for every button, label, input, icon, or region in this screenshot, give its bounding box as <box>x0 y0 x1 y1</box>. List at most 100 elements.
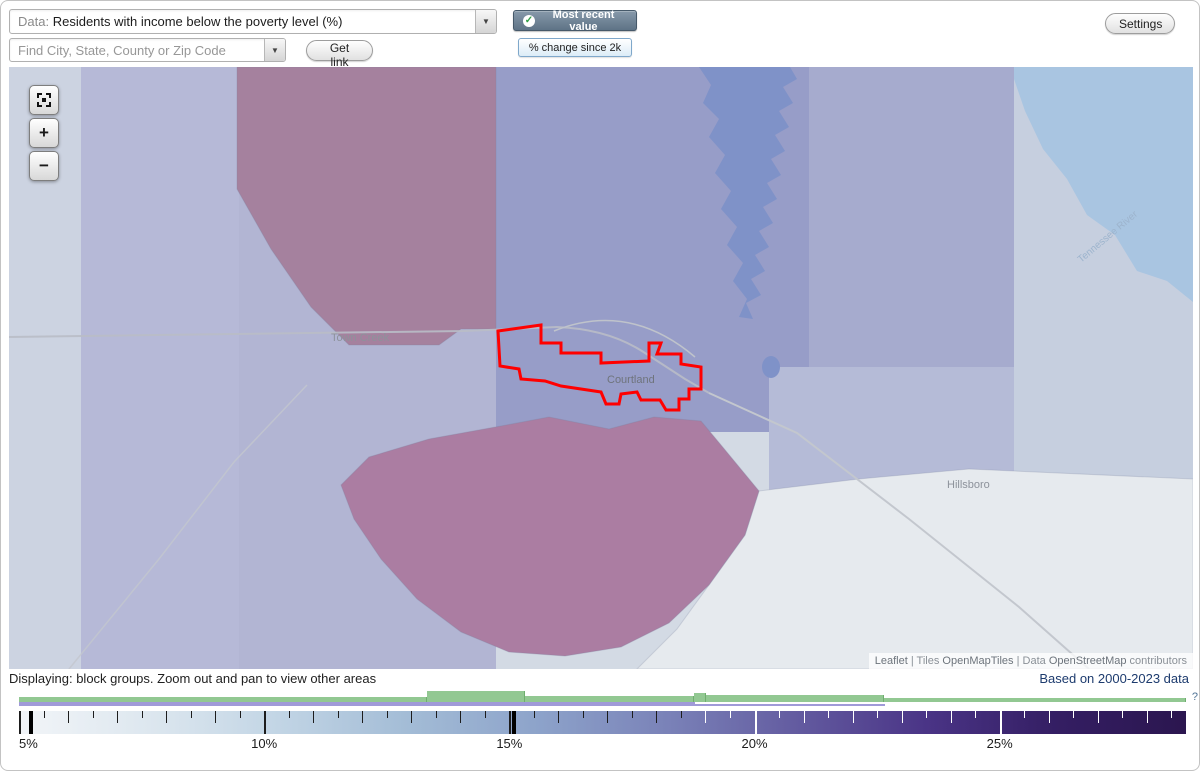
legend-tick <box>950 711 952 723</box>
legend-tick <box>68 711 70 723</box>
legend-tick <box>901 711 903 723</box>
legend-tick <box>729 711 731 718</box>
openmaptiles-link[interactable]: OpenMapTiles <box>942 655 1014 667</box>
legend-tick <box>680 711 682 718</box>
legend-tick <box>1073 711 1075 718</box>
histogram-bar <box>884 698 1186 702</box>
fit-bounds-button[interactable] <box>29 85 59 115</box>
legend-tick <box>607 711 609 723</box>
legend-tick <box>313 711 315 723</box>
attribution-suffix: contributors <box>1126 655 1187 667</box>
legend-tick <box>779 711 781 718</box>
histogram-bar <box>525 696 694 702</box>
legend-tick <box>1097 711 1099 723</box>
value-distribution-strip: ? <box>19 690 1198 706</box>
place-label-town-creek: Town Creek <box>331 332 390 344</box>
legend-tick <box>264 711 267 734</box>
map-region[interactable] <box>809 67 1014 367</box>
legend-tick <box>558 711 560 723</box>
dropdown-arrow-icon[interactable]: ▼ <box>475 10 496 33</box>
road-line <box>553 319 696 358</box>
legend-tick <box>288 711 290 718</box>
legend-tick <box>141 711 143 718</box>
legend-label: 5% <box>19 736 38 751</box>
map-attribution: Leaflet | Tiles OpenMapTiles | Data Open… <box>868 653 1193 669</box>
get-link-button[interactable]: Get link <box>306 40 373 69</box>
legend-tick <box>460 711 462 723</box>
legend-tick <box>117 711 119 723</box>
legend-tick <box>92 711 94 718</box>
legend-tick <box>926 711 928 718</box>
zoom-out-button[interactable]: − <box>29 151 59 181</box>
legend-tick <box>190 711 192 718</box>
legend-tick <box>852 711 854 723</box>
legend-tick <box>877 711 879 718</box>
legend-tick <box>509 711 512 734</box>
pond-water <box>762 356 780 378</box>
data-selector-text: Data: Residents with income below the po… <box>10 14 475 29</box>
map-controls: + − <box>29 85 59 184</box>
legend-tick <box>435 711 437 718</box>
zoom-in-button[interactable]: + <box>29 118 59 148</box>
attribution-separator: | Tiles <box>907 655 943 667</box>
histogram-bar <box>706 695 884 702</box>
tennessee-river-water <box>1014 67 1193 302</box>
legend-tick <box>411 711 413 723</box>
openstreetmap-link[interactable]: OpenStreetMap <box>1048 655 1127 667</box>
search-placeholder: Find City, State, County or Zip Code <box>18 42 226 58</box>
legend-tick <box>19 711 21 734</box>
legend-tick <box>362 711 364 723</box>
legend-tick <box>1024 711 1026 718</box>
map-region-rose-south[interactable] <box>340 416 760 657</box>
map-canvas[interactable]: Town Creek Courtland Hillsboro Tennessee… <box>9 67 1193 669</box>
legend-tick <box>1146 711 1148 723</box>
histogram-bar <box>19 697 427 702</box>
map-region[interactable] <box>81 67 239 669</box>
help-link[interactable]: ? <box>1191 691 1198 703</box>
legend-label: 25% <box>986 736 1013 751</box>
choropleth-map: Town Creek Courtland Hillsboro Tennessee… <box>9 67 1193 669</box>
search-input[interactable]: Find City, State, County or Zip Code ▼ <box>9 38 286 62</box>
legend-tick <box>582 711 584 718</box>
value-mode-toggle: ✓ Most recent value % change since 2k <box>513 8 637 57</box>
most-recent-value-button[interactable]: ✓ Most recent value <box>513 8 637 33</box>
legend-tick <box>631 711 633 718</box>
histogram-range-bar <box>19 702 695 706</box>
selected-area-outline[interactable] <box>496 323 703 412</box>
road-line <box>68 384 308 669</box>
data-selector-label: Data: <box>18 14 50 29</box>
legend-tick <box>533 711 535 718</box>
place-label-hillsboro: Hillsboro <box>947 479 990 491</box>
legend-tick <box>386 711 388 718</box>
legend-tick <box>166 711 168 723</box>
legend-tick <box>754 711 757 734</box>
legend-label: 10% <box>251 736 278 751</box>
legend-label: 20% <box>741 736 768 751</box>
settings-button[interactable]: Settings <box>1105 13 1175 34</box>
lake-water <box>699 67 797 319</box>
data-selector[interactable]: Data: Residents with income below the po… <box>9 9 497 34</box>
legend-tick <box>1171 711 1173 718</box>
displaying-text: Displaying: block groups. Zoom out and p… <box>9 671 377 686</box>
pct-change-button[interactable]: % change since 2k <box>517 38 633 57</box>
legend-tick <box>828 711 830 718</box>
map-region-rose-north[interactable] <box>236 67 497 346</box>
search-dropdown-arrow-icon[interactable]: ▼ <box>264 39 285 61</box>
histogram-bar <box>694 693 706 702</box>
legend-tick <box>975 711 977 718</box>
status-row: Displaying: block groups. Zoom out and p… <box>9 671 1189 686</box>
legend-tick <box>999 711 1002 734</box>
data-vintage-text: Based on 2000-2023 data <box>1039 671 1189 686</box>
legend-tick <box>484 711 486 718</box>
legend-labels: 5% 10% 15% 20% 25% <box>19 736 1186 752</box>
legend-tick <box>337 711 339 718</box>
legend-bar <box>19 711 1186 734</box>
most-recent-value-label: Most recent value <box>552 8 615 33</box>
legend-tick <box>239 711 241 718</box>
check-icon: ✓ <box>523 14 535 27</box>
legend-value-marker <box>28 711 33 734</box>
leaflet-link[interactable]: Leaflet <box>874 655 908 667</box>
legend-value-marker <box>511 711 516 734</box>
legend-tick <box>803 711 805 723</box>
